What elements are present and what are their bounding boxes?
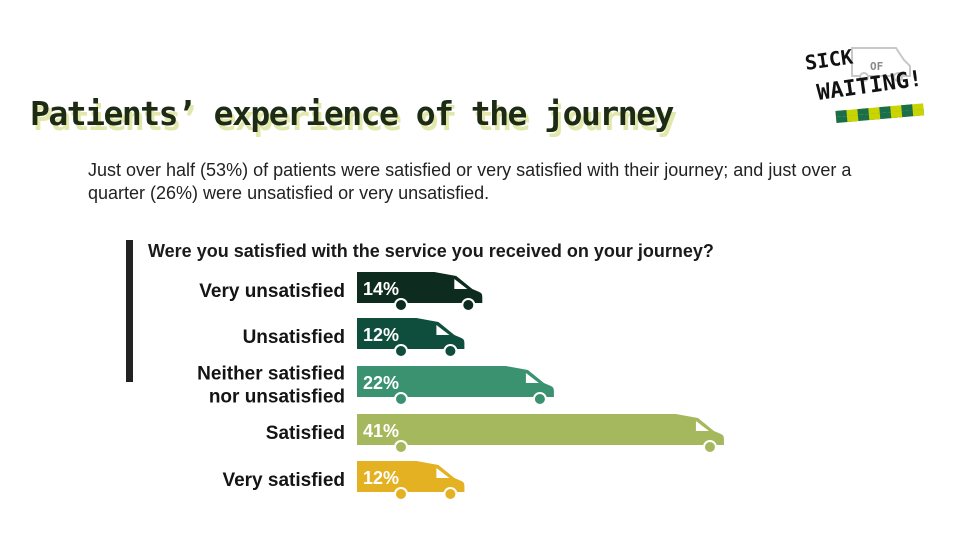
van-body (357, 414, 724, 445)
van-window (454, 279, 468, 289)
van-wheel (461, 298, 476, 312)
category-label-line: Very satisfied (222, 470, 345, 491)
van-window (436, 325, 450, 335)
bar-value-label: 14% (363, 279, 399, 299)
bar-van (357, 366, 554, 406)
van-wheel (443, 344, 458, 358)
category-label: Unsatisfied (243, 327, 345, 348)
sick-of-waiting-logo: SICK OF WAITING! (800, 40, 930, 132)
bar-van (357, 318, 465, 358)
bar-value-label: 22% (363, 373, 399, 393)
category-label: Very satisfied (222, 470, 345, 491)
van-wheel (532, 392, 547, 406)
category-label: Very unsatisfied (199, 281, 345, 302)
van-wheel (443, 487, 458, 501)
van-wheel (394, 440, 408, 454)
van-window (436, 468, 450, 478)
van-body (357, 366, 554, 397)
logo-text-of: OF (870, 60, 883, 73)
chart-title: Were you satisfied with the service you … (148, 241, 714, 261)
van-window (525, 373, 539, 383)
van-wheel (702, 440, 717, 454)
bar-value-label: 12% (363, 325, 399, 345)
bar-van (357, 414, 724, 454)
van-body (357, 461, 465, 492)
ambulance-icon (851, 47, 911, 82)
summary-text: Just over half (53%) of patients were sa… (88, 160, 852, 203)
van-window (695, 421, 709, 431)
logo-stripe (835, 103, 925, 123)
van-wheel (394, 487, 408, 501)
bar-value-label: 41% (363, 421, 399, 441)
category-label-line: Very unsatisfied (199, 281, 345, 302)
bar-van (357, 272, 483, 312)
van-wheel (394, 392, 408, 406)
category-label-line: nor unsatisfied (209, 387, 345, 408)
page-title: Patients’ experience of the journey (30, 94, 674, 133)
van-wheel (394, 298, 408, 312)
van-body (357, 318, 465, 349)
van-body (357, 272, 483, 303)
category-label-line: Satisfied (266, 423, 345, 444)
bar-value-label: 12% (363, 468, 399, 488)
question-accent-bar (126, 240, 133, 382)
bar-van (357, 461, 465, 501)
category-label-line: Unsatisfied (243, 327, 345, 348)
category-label: Satisfied (266, 423, 345, 444)
van-wheel (394, 344, 408, 358)
category-label: Neither satisfied nor unsatisfied (197, 364, 345, 408)
category-label-line: Neither satisfied (197, 364, 345, 385)
